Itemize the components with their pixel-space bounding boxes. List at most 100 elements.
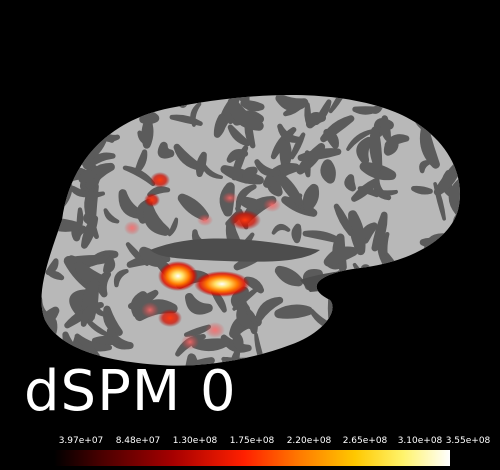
sulcus <box>134 149 148 174</box>
colorbar-gradient <box>54 450 450 466</box>
sulcus <box>141 94 164 115</box>
sulcus <box>46 270 65 281</box>
colorbar-tick-label: 8.48e+07 <box>115 436 161 446</box>
sulcus <box>325 290 341 300</box>
sulcus <box>91 335 120 346</box>
sulcus <box>78 129 91 170</box>
sulcus <box>302 183 320 212</box>
sulcus <box>227 97 264 131</box>
sulcus <box>65 140 84 162</box>
sulcus <box>425 259 444 300</box>
sulcus <box>356 136 373 165</box>
sulcus <box>71 185 105 199</box>
sulcus <box>41 134 62 151</box>
sulcus <box>227 124 251 147</box>
sulcus <box>401 321 418 327</box>
sulcus <box>441 130 461 141</box>
sulcus <box>275 94 309 112</box>
sulcus <box>274 265 304 287</box>
sulcus <box>364 308 382 323</box>
sulcus <box>85 94 110 112</box>
sulcus <box>333 203 354 237</box>
sulcus <box>167 217 179 237</box>
sulcus <box>213 113 226 138</box>
sulcus <box>327 278 338 321</box>
sulcus <box>367 103 384 114</box>
sulcus <box>451 96 461 133</box>
sulcus <box>302 230 342 244</box>
sulcus <box>146 94 165 96</box>
sulcus <box>291 223 302 244</box>
sulcus <box>69 289 91 315</box>
sulcus <box>157 141 175 159</box>
sulcus <box>442 304 461 339</box>
sulcus <box>242 166 258 184</box>
sulcus <box>41 94 78 124</box>
sulcus <box>41 218 47 244</box>
sulcus <box>191 338 230 352</box>
sulcus <box>451 135 461 148</box>
sulcus <box>456 147 461 162</box>
sulcus <box>365 338 389 366</box>
sulcus <box>351 178 379 202</box>
sulcus <box>383 136 399 156</box>
sulcus <box>274 304 313 319</box>
sulcus <box>348 210 366 256</box>
sulcus <box>449 339 461 359</box>
sulcus <box>275 171 304 206</box>
sulcus <box>186 353 201 366</box>
sulcus <box>408 353 435 366</box>
sulcus <box>113 268 129 288</box>
sulcus <box>42 317 58 345</box>
sulcus <box>433 182 446 221</box>
sulcus <box>319 354 343 366</box>
sulcus <box>81 215 99 249</box>
sulcus <box>359 264 382 287</box>
sulcus <box>41 187 59 205</box>
sulcus <box>371 211 388 252</box>
sulcus <box>297 148 342 162</box>
sulcus <box>312 333 336 351</box>
sulcus <box>444 233 461 247</box>
sulcus <box>41 217 81 232</box>
sulcus <box>375 308 399 320</box>
sulcus <box>380 115 392 142</box>
colorbar-tick-label: 2.65e+08 <box>342 436 388 446</box>
sulcus <box>333 370 357 384</box>
sulcus <box>74 94 95 105</box>
colorbar-tick-label: 1.75e+08 <box>229 436 275 446</box>
cortex-group <box>41 94 461 384</box>
activation-overlay <box>124 172 281 350</box>
sulcus <box>66 102 105 115</box>
colorbar-tick-label: 3.97e+07 <box>58 436 104 446</box>
sulcus <box>78 169 97 184</box>
sulcus <box>254 159 281 177</box>
sulcus <box>139 246 165 267</box>
sulcus <box>323 246 358 267</box>
sulcus <box>59 94 91 107</box>
colorbar-tick-label: 2.20e+08 <box>286 436 332 446</box>
sulcus <box>290 132 306 160</box>
sulcus <box>236 94 254 105</box>
sulcus <box>68 255 113 266</box>
sulcus <box>232 285 261 311</box>
sulcus <box>411 185 433 195</box>
sulcus <box>403 328 422 364</box>
sulcus <box>254 332 268 366</box>
sulcus <box>45 94 68 121</box>
sulcus <box>63 117 82 127</box>
sulcus <box>437 94 460 99</box>
sulcus <box>369 126 383 172</box>
colorbar-tick-labels: 3.97e+07 8.48e+07 1.30e+08 1.75e+08 2.20… <box>0 436 500 450</box>
sulcus <box>236 303 254 330</box>
sulcus <box>307 353 326 366</box>
overlay-label: dSPM 0 <box>24 359 237 424</box>
sulcus <box>127 289 159 310</box>
sulcus <box>449 94 461 110</box>
sulcus <box>305 112 327 129</box>
sulcus <box>394 94 414 110</box>
sulcus <box>255 296 284 323</box>
sulcus <box>80 127 93 144</box>
sulcus <box>375 365 410 366</box>
